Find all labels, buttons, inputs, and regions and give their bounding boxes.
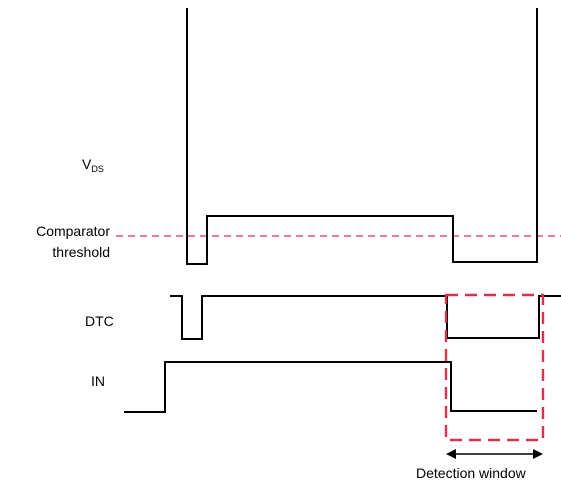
arrow-right-head [533, 449, 543, 459]
in-waveform [124, 361, 537, 413]
detection-window-arrow [446, 449, 543, 459]
detection-window-label: Detection window [416, 465, 527, 481]
arrow-left-head [446, 449, 456, 459]
threshold-label-line1: Comparator [36, 223, 110, 239]
vds-label: VDS [82, 156, 104, 174]
threshold-label-line2: threshold [52, 244, 110, 260]
in-label: IN [91, 373, 105, 389]
dtc-label: DTC [85, 313, 114, 329]
vds-label-sub: DS [91, 164, 104, 174]
dtc-waveform [170, 295, 561, 340]
vds-label-main: V [82, 156, 92, 172]
vds-waveform [186, 8, 538, 265]
detection-window-box [444, 293, 545, 442]
